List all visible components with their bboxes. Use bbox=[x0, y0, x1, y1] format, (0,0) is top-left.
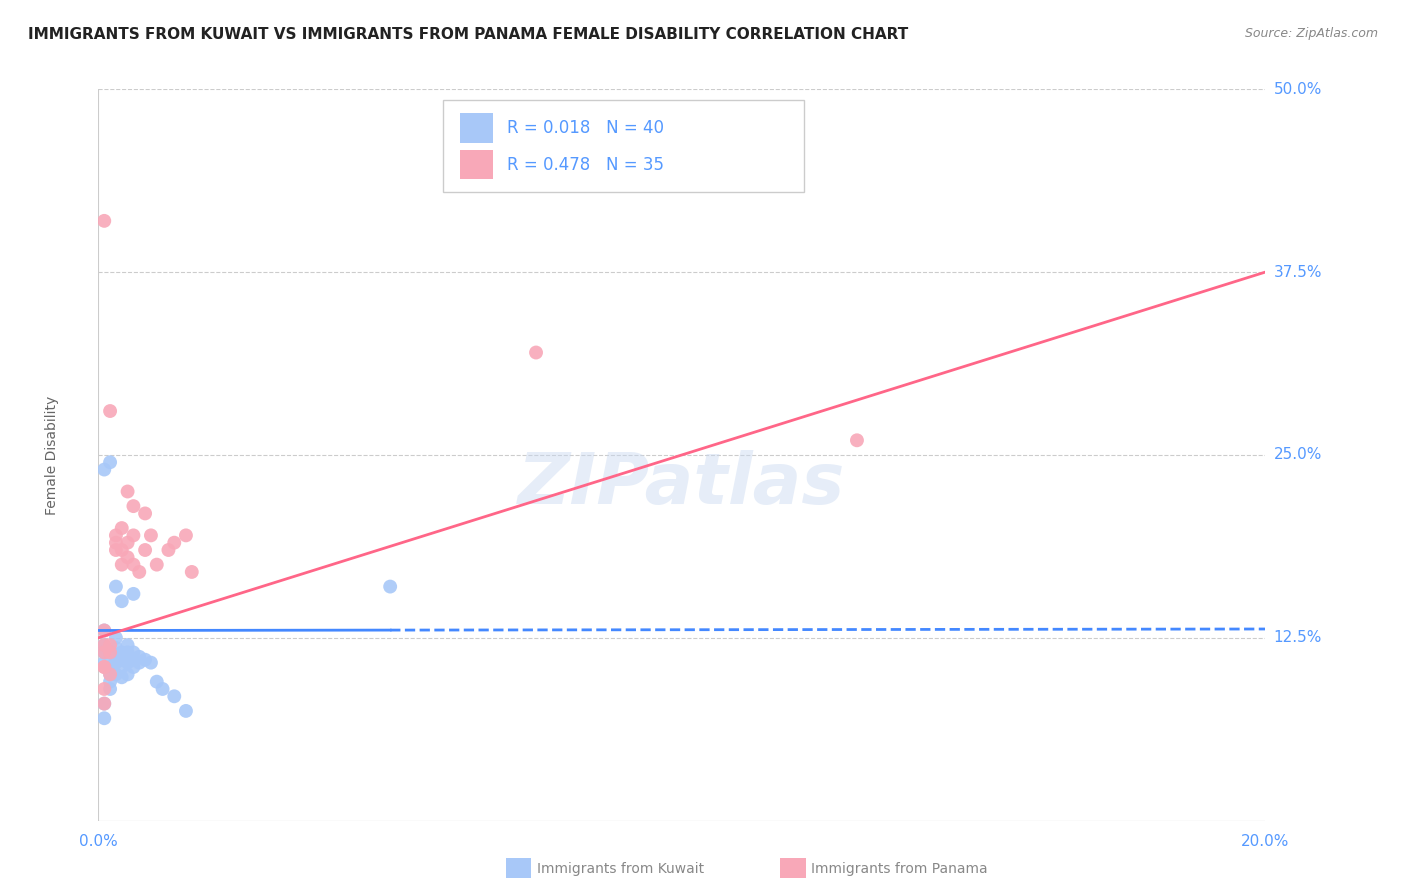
Text: 20.0%: 20.0% bbox=[1241, 834, 1289, 848]
FancyBboxPatch shape bbox=[443, 100, 804, 192]
Text: Source: ZipAtlas.com: Source: ZipAtlas.com bbox=[1244, 27, 1378, 40]
Point bbox=[117, 484, 139, 499]
Text: 25.0%: 25.0% bbox=[1274, 448, 1322, 462]
Point bbox=[93, 697, 115, 711]
Point bbox=[93, 638, 115, 652]
Point bbox=[111, 521, 134, 535]
Point bbox=[111, 653, 134, 667]
Point bbox=[93, 681, 115, 696]
Point bbox=[104, 535, 127, 549]
Point bbox=[111, 558, 134, 572]
Point bbox=[163, 535, 186, 549]
Point bbox=[122, 660, 145, 674]
Point bbox=[93, 624, 115, 638]
Point bbox=[93, 645, 115, 659]
Point bbox=[846, 434, 869, 448]
Point bbox=[111, 660, 134, 674]
Point bbox=[128, 649, 150, 664]
Point bbox=[152, 681, 174, 696]
Point bbox=[117, 667, 139, 681]
Bar bbox=[460, 113, 494, 143]
Point bbox=[117, 645, 139, 659]
Point bbox=[98, 667, 121, 681]
Point bbox=[122, 499, 145, 513]
Point bbox=[93, 660, 115, 674]
Point bbox=[139, 656, 162, 670]
Point bbox=[98, 667, 121, 681]
Point bbox=[93, 645, 115, 659]
Point bbox=[93, 638, 115, 652]
Point bbox=[98, 455, 121, 469]
Point bbox=[98, 660, 121, 674]
Point bbox=[134, 543, 156, 558]
Point bbox=[104, 528, 127, 542]
Point bbox=[117, 638, 139, 652]
Point bbox=[122, 528, 145, 542]
Point bbox=[93, 656, 115, 670]
Point bbox=[122, 653, 145, 667]
Point bbox=[111, 670, 134, 684]
Point bbox=[98, 404, 121, 418]
Point bbox=[98, 638, 121, 652]
Point bbox=[111, 543, 134, 558]
Point bbox=[380, 580, 402, 594]
Point bbox=[93, 711, 115, 725]
Point bbox=[157, 543, 180, 558]
Point bbox=[122, 645, 145, 659]
Point bbox=[174, 704, 197, 718]
Text: 37.5%: 37.5% bbox=[1274, 265, 1322, 279]
Point bbox=[122, 587, 145, 601]
Point bbox=[122, 558, 145, 572]
Text: ZIPatlas: ZIPatlas bbox=[519, 450, 845, 518]
Point bbox=[104, 640, 127, 655]
Point bbox=[104, 631, 127, 645]
Point bbox=[93, 462, 115, 476]
Text: 50.0%: 50.0% bbox=[1274, 82, 1322, 96]
Point bbox=[98, 681, 121, 696]
Point bbox=[104, 656, 127, 670]
Text: IMMIGRANTS FROM KUWAIT VS IMMIGRANTS FROM PANAMA FEMALE DISABILITY CORRELATION C: IMMIGRANTS FROM KUWAIT VS IMMIGRANTS FRO… bbox=[28, 27, 908, 42]
Point bbox=[104, 543, 127, 558]
Point bbox=[104, 649, 127, 664]
Point bbox=[104, 667, 127, 681]
Text: R = 0.018   N = 40: R = 0.018 N = 40 bbox=[508, 119, 664, 137]
Text: Immigrants from Kuwait: Immigrants from Kuwait bbox=[537, 862, 704, 876]
Point bbox=[174, 528, 197, 542]
Point bbox=[134, 507, 156, 521]
Text: 0.0%: 0.0% bbox=[79, 834, 118, 848]
Point bbox=[146, 558, 169, 572]
Point bbox=[98, 645, 121, 659]
Text: Female Disability: Female Disability bbox=[45, 395, 59, 515]
Point bbox=[128, 656, 150, 670]
Text: R = 0.478   N = 35: R = 0.478 N = 35 bbox=[508, 155, 664, 174]
Point bbox=[117, 550, 139, 565]
Point bbox=[163, 690, 186, 704]
Point bbox=[117, 535, 139, 549]
Bar bbox=[460, 150, 494, 179]
Point bbox=[128, 565, 150, 579]
Point bbox=[98, 674, 121, 689]
Point bbox=[139, 528, 162, 542]
Point bbox=[524, 345, 547, 359]
Point bbox=[117, 656, 139, 670]
Point bbox=[111, 594, 134, 608]
Point bbox=[93, 624, 115, 638]
Point bbox=[93, 660, 115, 674]
Text: Immigrants from Panama: Immigrants from Panama bbox=[811, 862, 988, 876]
Text: 12.5%: 12.5% bbox=[1274, 631, 1322, 645]
Point bbox=[111, 645, 134, 659]
Point bbox=[93, 214, 115, 228]
Point bbox=[146, 674, 169, 689]
Point bbox=[93, 697, 115, 711]
Point bbox=[134, 653, 156, 667]
Point bbox=[104, 580, 127, 594]
Point bbox=[180, 565, 202, 579]
